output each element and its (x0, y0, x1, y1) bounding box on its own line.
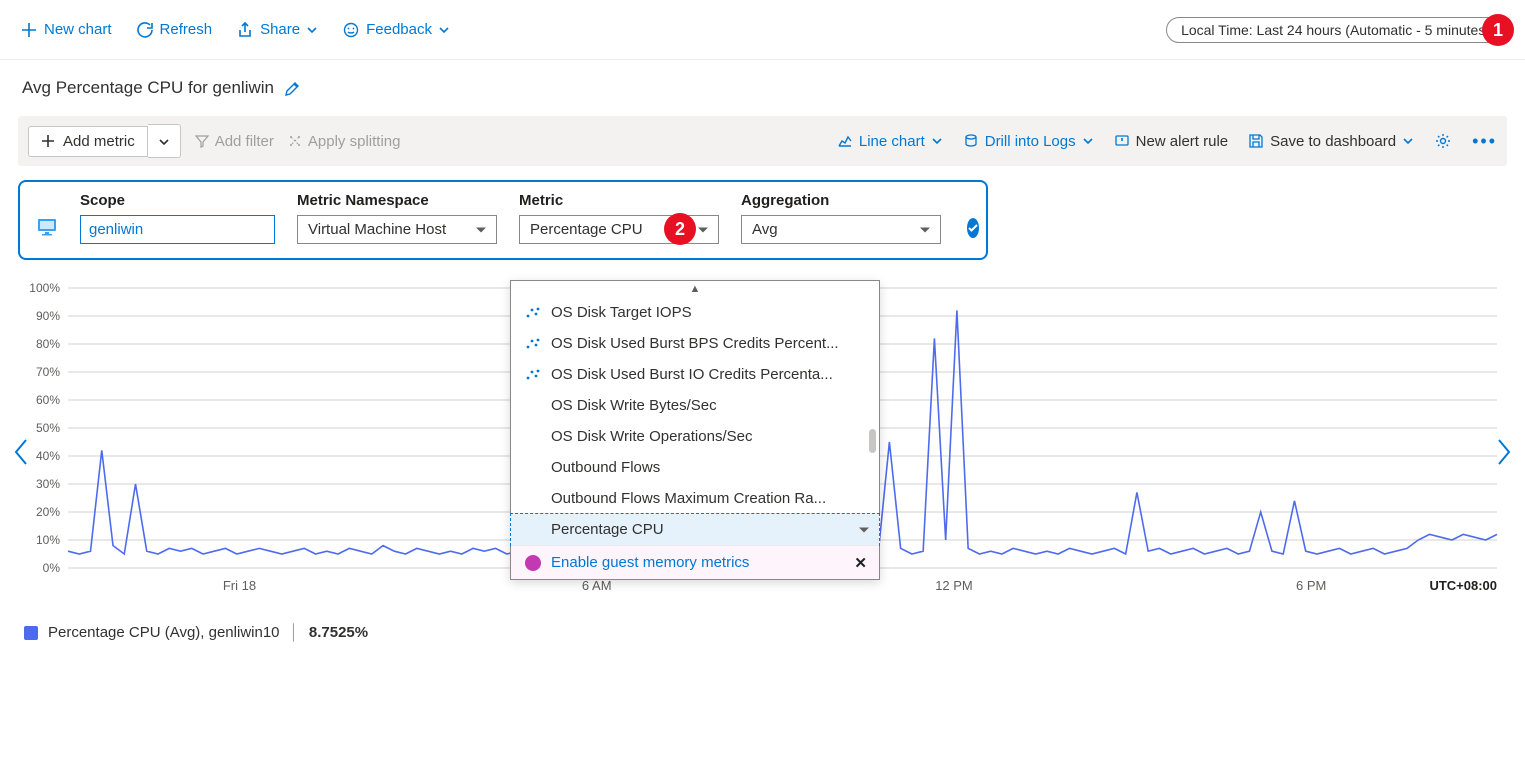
close-icon[interactable]: ✕ (854, 554, 867, 572)
share-icon (236, 21, 254, 39)
chart-title-row: Avg Percentage CPU for genliwin (0, 60, 1525, 104)
new-alert-label: New alert rule (1136, 133, 1229, 150)
callout-badge-1: 1 (1482, 14, 1514, 46)
edit-title-icon[interactable] (284, 78, 300, 98)
scope-input[interactable] (80, 215, 275, 244)
metric-option[interactable]: OS Disk Write Operations/Sec (511, 421, 879, 452)
enable-guest-label: Enable guest memory metrics (551, 554, 749, 571)
metric-option[interactable]: OS Disk Used Burst IO Credits Percenta..… (511, 359, 879, 390)
metric-option-label: OS Disk Used Burst IO Credits Percenta..… (551, 366, 833, 383)
legend: Percentage CPU (Avg), genliwin10 │ 8.752… (0, 608, 1525, 657)
dropdown-scroll-up[interactable]: ▲ (511, 281, 879, 297)
scope-field: Scope (80, 192, 275, 244)
refresh-button[interactable]: Refresh (136, 21, 213, 39)
aggregation-field: Aggregation Avg (741, 192, 941, 244)
svg-text:6 AM: 6 AM (582, 578, 612, 593)
share-button[interactable]: Share (236, 21, 318, 39)
legend-value: 8.7525% (309, 624, 368, 641)
metric-option-label: OS Disk Write Operations/Sec (551, 428, 752, 445)
svg-text:30%: 30% (36, 477, 60, 491)
metric-option[interactable]: OS Disk Target IOPS (511, 297, 879, 328)
legend-separator: │ (290, 624, 299, 641)
svg-text:10%: 10% (36, 533, 60, 547)
metric-option-label: Percentage CPU (551, 521, 664, 538)
metric-option-label: Outbound Flows Maximum Creation Ra... (551, 490, 826, 507)
svg-text:100%: 100% (29, 281, 60, 295)
metric-option-label: OS Disk Used Burst BPS Credits Percent..… (551, 335, 839, 352)
svg-text:50%: 50% (36, 421, 60, 435)
compass-icon (525, 555, 541, 571)
more-icon[interactable]: ••• (1472, 131, 1497, 152)
svg-text:60%: 60% (36, 393, 60, 407)
selector-confirm-icon[interactable] (967, 218, 979, 238)
metric-option[interactable]: OS Disk Write Bytes/Sec (511, 390, 879, 421)
svg-text:0%: 0% (43, 561, 61, 575)
metric-selector-card: Scope Metric Namespace Virtual Machine H… (18, 180, 988, 260)
vm-icon (36, 216, 58, 238)
svg-text:90%: 90% (36, 309, 60, 323)
enable-guest-metrics-link[interactable]: Enable guest memory metrics ✕ (511, 545, 879, 579)
scope-label: Scope (80, 192, 275, 209)
svg-text:40%: 40% (36, 449, 60, 463)
save-dashboard-button[interactable]: Save to dashboard (1248, 133, 1414, 150)
metric-option[interactable]: Percentage CPU (510, 513, 880, 546)
drill-logs-button[interactable]: Drill into Logs (963, 133, 1094, 150)
settings-icon[interactable] (1434, 132, 1452, 150)
svg-text:12 PM: 12 PM (935, 578, 973, 593)
chart-toolbar: Add metric Add filter Apply splitting Li… (18, 116, 1507, 166)
svg-text:80%: 80% (36, 337, 60, 351)
refresh-label: Refresh (160, 21, 213, 38)
legend-swatch (24, 626, 38, 640)
metric-option[interactable]: Outbound Flows (511, 452, 879, 483)
scrollbar-thumb[interactable] (869, 429, 876, 453)
add-metric-label: Add metric (63, 133, 135, 150)
callout-badge-2: 2 (664, 213, 696, 245)
plus-icon (20, 21, 38, 39)
add-metric-button[interactable]: Add metric (28, 126, 148, 157)
refresh-icon (136, 21, 154, 39)
chart-title: Avg Percentage CPU for genliwin (22, 78, 274, 98)
namespace-select[interactable]: Virtual Machine Host (297, 215, 497, 244)
svg-text:20%: 20% (36, 505, 60, 519)
add-filter-button: Add filter (195, 133, 274, 150)
new-chart-label: New chart (44, 21, 112, 38)
feedback-button[interactable]: Feedback (342, 21, 450, 39)
chevron-down-icon (306, 21, 318, 38)
apply-splitting-label: Apply splitting (308, 133, 401, 150)
legend-label: Percentage CPU (Avg), genliwin10 (48, 624, 280, 641)
apply-splitting-button: Apply splitting (288, 133, 401, 150)
svg-text:6 PM: 6 PM (1296, 578, 1326, 593)
chart-next-button[interactable] (1495, 438, 1513, 473)
chart-type-label: Line chart (859, 133, 925, 150)
metric-option-label: Outbound Flows (551, 459, 660, 476)
chart-type-button[interactable]: Line chart (837, 133, 943, 150)
feedback-label: Feedback (366, 21, 432, 38)
aggregation-select[interactable]: Avg (741, 215, 941, 244)
new-chart-button[interactable]: New chart (20, 21, 112, 39)
drill-logs-label: Drill into Logs (985, 133, 1076, 150)
add-metric-caret[interactable] (148, 124, 181, 158)
metric-option[interactable]: OS Disk Used Burst BPS Credits Percent..… (511, 328, 879, 359)
metric-dropdown: ▲ OS Disk Target IOPS OS Disk Used Burst … (510, 280, 880, 580)
smiley-icon (342, 21, 360, 39)
metric-option[interactable]: Outbound Flows Maximum Creation Ra... (511, 483, 879, 514)
namespace-field: Metric Namespace Virtual Machine Host (297, 192, 497, 244)
command-bar: New chart Refresh Share Feedback Local T… (0, 0, 1525, 60)
svg-text:70%: 70% (36, 365, 60, 379)
time-range-pill[interactable]: Local Time: Last 24 hours (Automatic - 5… (1166, 17, 1505, 43)
add-filter-label: Add filter (215, 133, 274, 150)
chart-prev-button[interactable] (12, 438, 30, 473)
metric-label: Metric (519, 192, 719, 209)
svg-text:Fri 18: Fri 18 (223, 578, 256, 593)
namespace-label: Metric Namespace (297, 192, 497, 209)
share-label: Share (260, 21, 300, 38)
aggregation-label: Aggregation (741, 192, 941, 209)
metric-option-label: OS Disk Write Bytes/Sec (551, 397, 717, 414)
chevron-down-icon (438, 21, 450, 38)
toolbar-right-group: Line chart Drill into Logs New alert rul… (837, 131, 1497, 152)
new-alert-button[interactable]: New alert rule (1114, 133, 1229, 150)
metric-option-label: OS Disk Target IOPS (551, 304, 692, 321)
save-dashboard-label: Save to dashboard (1270, 133, 1396, 150)
svg-text:UTC+08:00: UTC+08:00 (1429, 578, 1497, 593)
